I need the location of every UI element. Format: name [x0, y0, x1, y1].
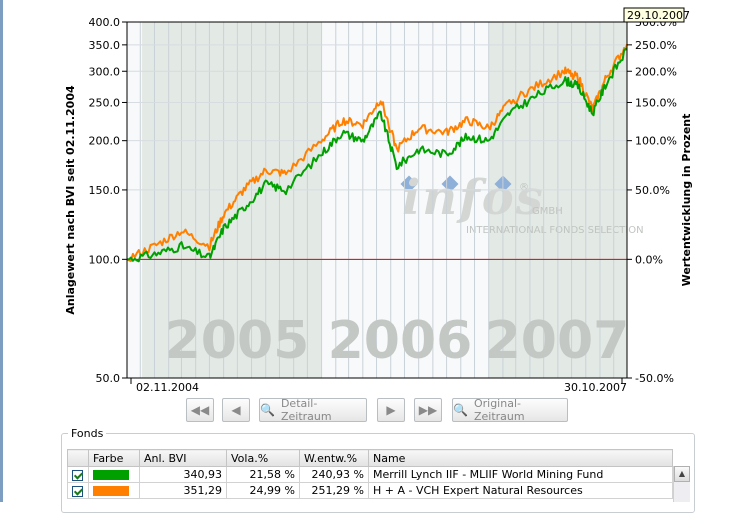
table-row[interactable]: 340,93 21,58 % 240,93 % Merrill Lynch II…	[67, 466, 673, 483]
color-swatch	[93, 486, 129, 496]
table-scrollbar[interactable]: ▲	[673, 466, 690, 502]
date-tooltip: 29.10.2007	[623, 7, 690, 23]
header-anl-bvi[interactable]: Anl. BVI	[139, 449, 227, 467]
row-name: Merrill Lynch IIF - MLIIF World Mining F…	[368, 466, 673, 483]
watermark-registered: ®	[519, 182, 529, 193]
right-tick-label: 50.0%	[635, 184, 670, 197]
watermark-tagline: INTERNATIONAL FONDS SELECTION	[466, 225, 644, 236]
fonds-group-title: Fonds	[68, 427, 107, 440]
row-vola: 21,58 %	[226, 466, 300, 483]
year-band	[142, 22, 322, 378]
series-line-0	[126, 48, 628, 263]
row-checkbox-cell[interactable]	[67, 482, 89, 499]
left-tick-label: 400.0	[89, 16, 121, 29]
left-tick-label: 150.0	[89, 184, 121, 197]
detail-zeitraum-label: Detail-Zeitraum	[280, 397, 332, 423]
performance-chart: infos ® GMBH INTERNATIONAL FONDS SELECTI…	[64, 7, 693, 394]
row-name: H + A - VCH Expert Natural Resources	[368, 482, 673, 499]
tooltip-date: 29.10.2007	[627, 9, 690, 22]
x-start-label: 02.11.2004	[136, 381, 199, 394]
row-vola: 24,99 %	[226, 482, 300, 499]
left-tick-label: 350.0	[89, 39, 121, 52]
x-end-label: 30.10.2007	[564, 381, 627, 394]
plot-frame	[126, 21, 628, 379]
watermark-brand: infos	[402, 170, 545, 226]
double-left-arrow-icon: ◀◀	[190, 403, 210, 417]
row-color-cell	[88, 466, 140, 483]
right-tick-label: 150.0%	[635, 96, 677, 109]
fonds-table: Farbe Anl. BVI Vola.% W.entw.% Name 340,…	[67, 449, 673, 499]
left-arrow-icon: ◀	[231, 403, 241, 417]
step-forward-button[interactable]: ▶	[377, 398, 405, 422]
jump-start-button[interactable]: ◀◀	[186, 398, 214, 422]
header-checkbox-col	[67, 449, 89, 467]
color-swatch	[93, 470, 129, 480]
magnifier-icon: 🔍	[453, 403, 468, 417]
right-tick-label: -50.0%	[635, 372, 674, 385]
right-arrow-icon: ▶	[386, 403, 396, 417]
row-wentw: 251,29 %	[299, 482, 369, 499]
left-tick-label: 300.0	[89, 65, 121, 78]
header-name[interactable]: Name	[368, 449, 673, 467]
row-checkbox-cell[interactable]	[67, 466, 89, 483]
watermark-diamond-icon	[441, 175, 459, 193]
original-zeitraum-label: Original-Zeitraum	[473, 397, 525, 423]
year-label-2006: 2006	[328, 311, 473, 371]
row-anl-bvi: 340,93	[139, 466, 227, 483]
table-header-row: Farbe Anl. BVI Vola.% W.entw.% Name	[67, 449, 673, 467]
right-tick-label: 0.0%	[635, 253, 663, 266]
row-checkbox[interactable]	[72, 485, 83, 497]
step-back-button[interactable]: ◀	[222, 398, 250, 422]
year-label-2005: 2005	[165, 311, 310, 371]
jump-end-button[interactable]: ▶▶	[414, 398, 442, 422]
original-zeitraum-button[interactable]: 🔍 Original-Zeitraum	[452, 397, 568, 423]
right-tick-label: 200.0%	[635, 65, 677, 78]
window-left-border	[0, 0, 3, 502]
header-farbe[interactable]: Farbe	[88, 449, 140, 467]
right-tick-label: 250.0%	[635, 39, 677, 52]
magnifier-icon: 🔍	[260, 403, 275, 417]
left-tick-label: 250.0	[89, 96, 121, 109]
table-row[interactable]: 351,29 24,99 % 251,29 % H + A - VCH Expe…	[67, 482, 673, 499]
series-line-1	[126, 43, 628, 263]
row-wentw: 240,93 %	[299, 466, 369, 483]
left-tick-label: 200.0	[89, 135, 121, 148]
double-right-arrow-icon: ▶▶	[418, 403, 438, 417]
detail-zeitraum-button[interactable]: 🔍 Detail-Zeitraum	[259, 397, 367, 423]
watermark-suffix: GMBH	[532, 206, 563, 217]
row-checkbox[interactable]	[72, 469, 83, 481]
year-label-2007: 2007	[485, 311, 630, 371]
header-vola[interactable]: Vola.%	[226, 449, 300, 467]
right-tick-label: 100.0%	[635, 135, 677, 148]
scroll-up-arrow-icon[interactable]: ▲	[674, 466, 690, 482]
right-axis-title: Wertentwicklung in Prozent	[680, 114, 693, 287]
left-tick-label: 50.0	[96, 372, 121, 385]
header-wentw[interactable]: W.entw.%	[299, 449, 369, 467]
row-anl-bvi: 351,29	[139, 482, 227, 499]
row-color-cell	[88, 482, 140, 499]
left-axis-title: Anlagewert nach BVI seit 02.11.2004	[64, 85, 77, 315]
left-tick-label: 100.0	[89, 253, 121, 266]
